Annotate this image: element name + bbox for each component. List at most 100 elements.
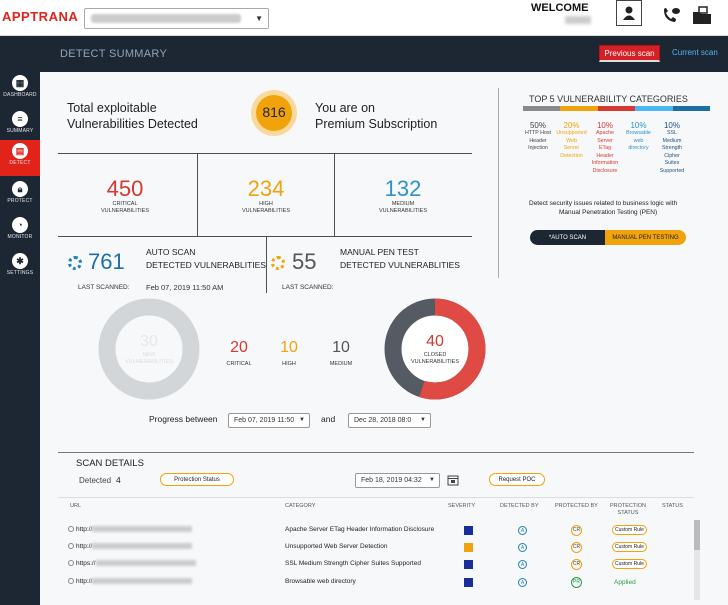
detected-count: 4 xyxy=(116,475,121,485)
sidebar-item-label: DASHBOARD xyxy=(3,92,37,98)
user-name xyxy=(565,16,591,24)
request-poc-button[interactable]: Request POC xyxy=(489,473,545,486)
closed-vulnerabilities-arc xyxy=(384,298,486,400)
col-protected-by: PROTECTED BY xyxy=(555,503,598,509)
url-masked xyxy=(92,526,193,533)
calendar-icon[interactable] xyxy=(447,474,459,486)
table-row-url[interactable]: http:// xyxy=(68,543,193,550)
sidebar-item-protect[interactable]: 🔒︎ PROTECT xyxy=(0,178,40,214)
sidebar-item-detect[interactable]: ▤ DETECT xyxy=(0,140,40,176)
scan-details-title: SCAN DETAILS xyxy=(76,458,144,469)
top5-title: TOP 5 VULNERABILITY CATEGORIES xyxy=(529,94,688,104)
sidebar: ▦ DASHBOARD ≡ SUMMARY ▤ DETECT 🔒︎ PROTECT ◔ M… xyxy=(0,36,40,605)
top5-note: Detect security issues related to busine… xyxy=(529,200,678,207)
top5-bar-segment xyxy=(672,106,711,111)
row-radio[interactable] xyxy=(68,560,74,567)
settings-icon: ✱ xyxy=(12,253,28,269)
protection-status-badge[interactable]: Custom Rule xyxy=(612,542,647,552)
sidebar-item-label: SETTINGS xyxy=(6,270,34,276)
row-radio[interactable] xyxy=(68,578,74,585)
sidebar-item-monitor[interactable]: ◔ MONITOR xyxy=(0,214,40,250)
user-icon xyxy=(623,6,635,20)
auto-last-scanned-value: Feb 07, 2019 11:50 AM xyxy=(146,283,224,292)
table-row-category: Unsupported Web Server Detection xyxy=(285,543,388,550)
url-prefix: http:// xyxy=(76,543,93,550)
protection-status-button[interactable]: Protection Status xyxy=(160,473,234,486)
row-radio[interactable] xyxy=(68,543,74,550)
top5-bar-segment xyxy=(597,106,636,111)
table-row-url[interactable]: http:// xyxy=(68,526,193,533)
top5-item-label: Suites xyxy=(664,160,680,166)
table-row-url[interactable]: http:// xyxy=(68,578,193,585)
closed-vuln-value: 40 xyxy=(426,333,444,350)
top5-item-label: SSL xyxy=(666,130,677,136)
sidebar-item-dashboard[interactable]: ▦ DASHBOARD xyxy=(0,72,40,108)
top-bar: APPTRANA ▼ WELCOME xyxy=(0,0,728,36)
breakdown-medium-value: 10 xyxy=(332,339,350,356)
row-radio[interactable] xyxy=(68,526,74,533)
top5-item-label: Medium xyxy=(662,137,682,144)
subscription-label: You are on xyxy=(315,101,376,115)
closed-vuln-label: CLOSED VULNERABILITIES xyxy=(411,352,459,365)
breakdown-high-value: 10 xyxy=(280,339,298,356)
top5-item-percent: 10% xyxy=(630,121,647,130)
protected-by-badge: CR xyxy=(571,542,582,553)
sidebar-item-summary[interactable]: ≡ SUMMARY xyxy=(0,108,40,144)
col-status: STATUS xyxy=(662,503,683,509)
protection-status-badge[interactable]: Custom Rule xyxy=(612,559,647,569)
total-label: Total exploitable xyxy=(67,101,157,115)
protected-by-badge: CR xyxy=(571,559,582,570)
scan-date-select[interactable]: Feb 18, 2019 04:32 ▼ xyxy=(355,473,440,488)
top5-item-label: Detection xyxy=(560,152,583,159)
divider xyxy=(58,452,694,453)
scan-type-toggle[interactable]: *AUTO SCAN MANUAL PEN TESTING xyxy=(530,230,686,245)
protection-status-badge[interactable]: Custom Rule xyxy=(612,525,647,535)
divider xyxy=(498,88,499,278)
url-prefix: http:// xyxy=(76,578,93,585)
detect-icon: ▤ xyxy=(12,143,28,159)
url-masked xyxy=(95,560,196,567)
scrollbar-thumb[interactable] xyxy=(694,520,700,550)
closed-vulnerabilities-donut xyxy=(384,298,486,400)
caret-down-icon: ▼ xyxy=(299,417,305,423)
current-scan-link[interactable]: Current scan xyxy=(672,48,718,57)
table-row-category: Browsable web directory xyxy=(285,578,356,585)
top5-item-label: Unsupported xyxy=(556,130,587,136)
pen-test-count: 55 xyxy=(292,249,317,274)
breakdown-critical-value: 20 xyxy=(230,339,248,356)
monitor-icon: ◔ xyxy=(12,217,28,233)
top5-item-label: Strength xyxy=(661,145,683,151)
divider xyxy=(58,153,472,154)
progress-and: and xyxy=(321,414,336,424)
detected-by-auto-icon: A xyxy=(518,543,527,552)
table-scrollbar[interactable] xyxy=(694,520,700,600)
protected-by-badge: PR xyxy=(571,577,582,588)
top5-item-label: HTTP Host xyxy=(524,130,552,136)
user-profile-button[interactable] xyxy=(616,0,642,26)
sidebar-item-settings[interactable]: ✱ SETTINGS xyxy=(0,250,40,286)
protected-by-badge: CR xyxy=(571,525,582,536)
divider xyxy=(197,153,198,236)
top5-item-label: Information xyxy=(591,160,619,166)
sidebar-item-label: MONITOR xyxy=(7,234,33,240)
progress-label: Progress between xyxy=(149,414,218,424)
top5-item-label: Disclosure xyxy=(592,167,618,174)
new-vulnerabilities-donut xyxy=(98,298,200,400)
toggle-auto-scan[interactable]: *AUTO SCAN xyxy=(530,230,605,245)
progress-to-select[interactable]: Dec 28, 2018 08:0 ▼ xyxy=(348,413,431,428)
top5-item-label: Web xyxy=(566,137,577,144)
toggle-manual-pen-testing[interactable]: MANUAL PEN TESTING xyxy=(605,230,686,245)
protection-status-badge[interactable]: Applied xyxy=(614,578,636,586)
table-row-url[interactable]: https:// xyxy=(68,560,196,567)
previous-scan-button[interactable]: Previous scan xyxy=(599,45,660,62)
top5-item-percent: 10% xyxy=(663,121,680,130)
top5-item: 50% HTTP Host Header Injection xyxy=(521,121,555,153)
app-logo[interactable]: APPTRANA xyxy=(2,9,79,24)
top5-item: 10% Apache Server ETag Header Information Disc… xyxy=(588,121,622,175)
detected-by-auto-icon: A xyxy=(518,526,527,535)
top5-bar-segment xyxy=(523,106,561,111)
site-select[interactable]: ▼ xyxy=(84,8,269,29)
phone-chat-icon[interactable] xyxy=(661,6,681,26)
folder-icon[interactable] xyxy=(691,6,713,26)
progress-from-select[interactable]: Feb 07, 2019 11:50 ▼ xyxy=(228,413,310,428)
